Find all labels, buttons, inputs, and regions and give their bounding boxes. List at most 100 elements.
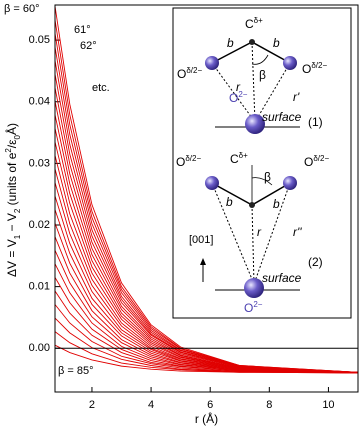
series-line [54, 222, 359, 374]
annotation: 62° [80, 40, 97, 52]
diagram-label: β [259, 68, 266, 82]
atom-charge: δ/2− [186, 66, 202, 75]
diagram-label: b [273, 197, 280, 211]
x-tick-label: 8 [266, 399, 272, 411]
diagram-label: b [226, 195, 233, 209]
atom-symbol: O [244, 301, 253, 315]
oxygen-atom [205, 176, 219, 190]
oxygen-atom [283, 56, 297, 70]
series-line [54, 344, 359, 374]
atom-label: Oδ/2− [176, 154, 201, 170]
y-tick-label: 0.00 [29, 342, 50, 354]
atom-symbol: O [229, 91, 238, 105]
atom-charge: δ/2− [313, 154, 329, 163]
angle-arc [251, 54, 269, 65]
atom-symbol: O [177, 67, 186, 81]
diagram-label: b [273, 36, 280, 50]
direction-arrowhead [200, 258, 206, 265]
x-tick-label: 6 [207, 399, 213, 411]
series-line [54, 168, 359, 373]
atom-charge: 2− [238, 90, 247, 99]
y-axis-label: ΔV = V1 − V2 (units of e2/ε0Å) [4, 123, 22, 277]
y-tick-label: 0.02 [29, 219, 50, 231]
annotation: β = 85° [58, 365, 94, 377]
plot-area: 0.000.010.020.030.040.052 4 6 8 10β = 60°61°… [3, 2, 359, 426]
atom-label: Oδ/2− [304, 154, 329, 170]
annotation: 61° [74, 24, 91, 36]
atom-symbol: C [245, 17, 254, 31]
series-line [54, 101, 359, 373]
annotation: etc. [92, 82, 110, 94]
y-tick-label: 0.05 [29, 34, 50, 46]
diagram-label: r [236, 80, 241, 94]
y-axis-label-part: (units of e [5, 152, 19, 208]
diagram-label: r' [293, 90, 300, 104]
diagram-label: β [264, 170, 271, 184]
y-axis-label-part: 2 [13, 208, 22, 213]
distance-line [254, 62, 291, 123]
series-line [54, 19, 359, 373]
diagram-label: r [257, 225, 262, 239]
y-axis-label-part: /ε [5, 139, 19, 148]
atom-symbol: C [230, 152, 239, 166]
distance-line [251, 204, 255, 285]
diagram-label: b [227, 36, 234, 50]
series-line [54, 195, 359, 374]
annotation: β = 60° [4, 3, 40, 15]
atom-charge: δ/2− [185, 154, 201, 163]
bond [251, 41, 291, 64]
oxygen-atom [205, 56, 219, 70]
atom-symbol: O [176, 155, 185, 169]
bond [211, 41, 253, 64]
y-axis-label-part: 1 [13, 234, 22, 239]
x-tick-label: 4 [148, 399, 154, 411]
bond [211, 182, 253, 206]
x-tick-label: 10 [322, 399, 334, 411]
atom-charge: δ/2− [311, 61, 327, 70]
atom-symbol: O [304, 155, 313, 169]
y-tick-label: 0.03 [29, 157, 50, 169]
series-line [54, 141, 359, 373]
x-tick-label: 2 [89, 399, 95, 411]
atom-label: O2− [229, 90, 248, 106]
y-tick-label: 0.04 [29, 96, 50, 108]
distance-line [251, 41, 256, 123]
x-axis-label: r (Å) [195, 411, 218, 426]
oxygen-atom [283, 176, 297, 190]
distance-line [253, 182, 291, 285]
atom-symbol: O [302, 62, 311, 76]
annotation-bg [3, 2, 41, 15]
diagram-label: surface [262, 110, 302, 124]
surface-oxygen [244, 278, 264, 298]
y-axis-label-part: − V [5, 213, 19, 235]
surface-oxygen [245, 114, 265, 134]
bond [251, 182, 291, 206]
atom-label: Cδ+ [245, 16, 263, 32]
y-axis-label-part: ΔV = V [5, 239, 19, 277]
y-axis-label-part: Å) [4, 123, 19, 135]
atom-label: Oδ/2− [177, 66, 202, 82]
atom-charge: δ+ [239, 151, 248, 160]
y-axis-label-part: 2 [4, 148, 13, 153]
series-line [54, 317, 359, 374]
axes-frame [54, 4, 359, 393]
diagram-label: surface [262, 271, 302, 285]
series-line [54, 46, 359, 373]
y-axis-label-part: 0 [13, 134, 22, 139]
diagram-label: r'' [293, 225, 302, 239]
series-line [54, 290, 359, 374]
atom-label: Cδ+ [230, 151, 248, 167]
diagram-label: [001] [189, 234, 213, 246]
series-line [54, 263, 359, 374]
series-line [54, 73, 359, 373]
atom-label: O2− [244, 300, 263, 316]
atom-charge: 2− [253, 300, 262, 309]
atom-label: Oδ/2− [302, 61, 327, 77]
diagram-label: (2) [308, 255, 323, 269]
carbon-atom [249, 202, 255, 208]
y-tick-label: 0.01 [29, 281, 50, 293]
carbon-atom [249, 39, 255, 45]
angle-arc [251, 177, 273, 186]
